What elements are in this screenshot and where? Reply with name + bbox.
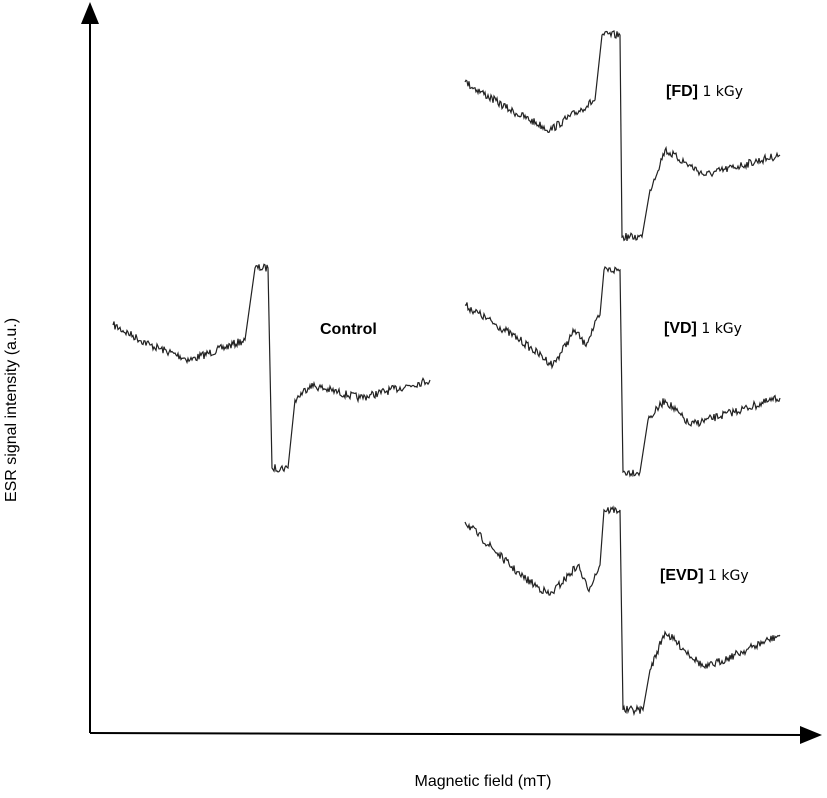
axes bbox=[81, 2, 822, 744]
spectrum-tag: [VD] bbox=[664, 320, 697, 337]
y-axis-label: ESR signal intensity (a.u.) bbox=[3, 318, 20, 502]
spectrum-label: [VD] 1 kGy bbox=[664, 320, 742, 337]
x-arrow bbox=[800, 726, 822, 744]
spectrum-label: [EVD] 1 kGy bbox=[660, 567, 749, 584]
esr-trace bbox=[464, 505, 781, 717]
x-axis-label: Magnetic field (mT) bbox=[415, 773, 552, 790]
spectrum-dose: 1 kGy bbox=[708, 568, 749, 584]
x-axis bbox=[89, 732, 806, 736]
esr-trace bbox=[112, 263, 431, 473]
spectrum-dose: 1 kGy bbox=[701, 321, 742, 337]
spectrum-tag: [EVD] bbox=[660, 567, 704, 584]
spectrum-tag: Control bbox=[320, 321, 377, 338]
spectrum-dose: 1 kGy bbox=[702, 84, 743, 100]
y-arrow bbox=[81, 2, 99, 24]
spectrum-tag: [FD] bbox=[666, 83, 698, 100]
spectrum-label: [FD] 1 kGy bbox=[666, 83, 743, 100]
esr-trace bbox=[464, 30, 781, 242]
traces bbox=[112, 30, 781, 717]
esr-trace bbox=[464, 265, 781, 478]
spectrum-label: Control bbox=[320, 321, 377, 338]
